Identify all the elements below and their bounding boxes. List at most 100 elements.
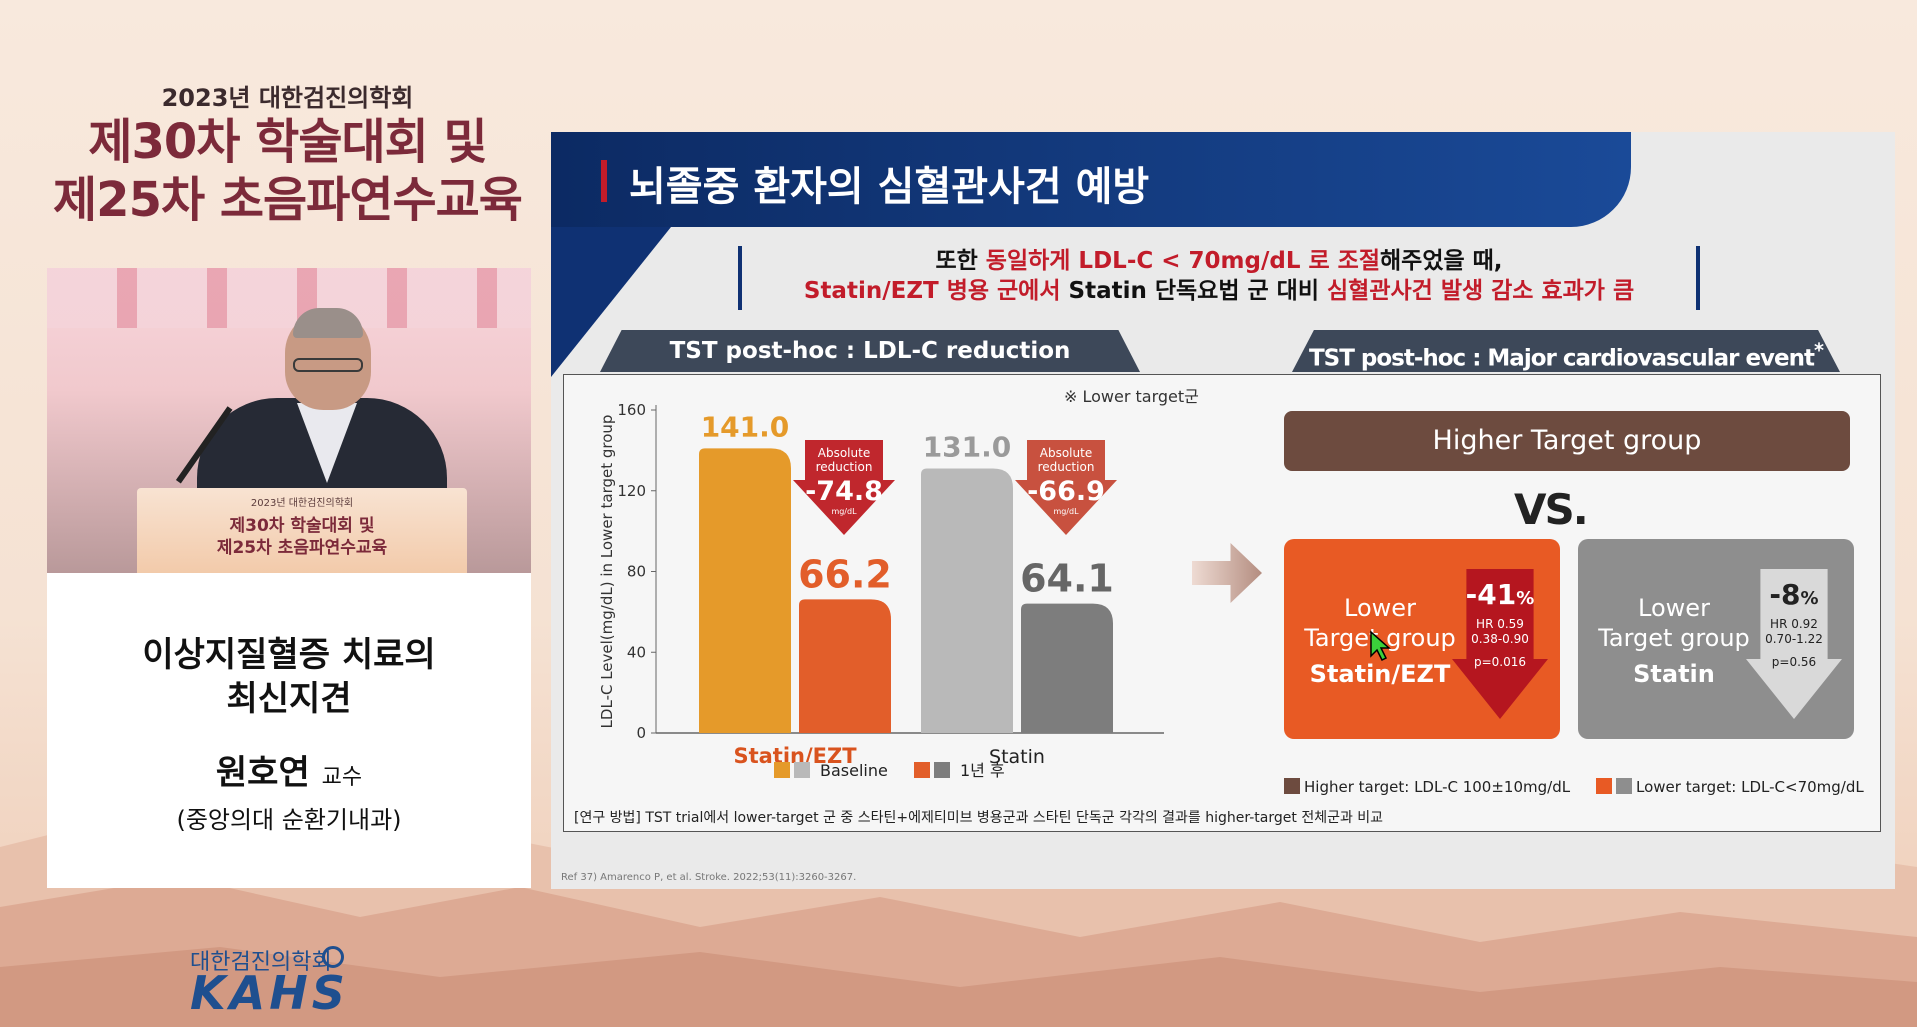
reduction-arrow-icon bbox=[793, 440, 895, 535]
slide-subtitle: 또한 동일하게 LDL-C < 70mg/dL 로 조절해주었을 때, Stat… bbox=[738, 246, 1700, 310]
y-tick-label: 120 bbox=[617, 482, 646, 500]
presentation-slide: 뇌졸중 환자의 심혈관사건 예방 또한 동일하게 LDL-C < 70mg/dL… bbox=[551, 132, 1895, 889]
lower-target-note: ※ Lower target군 bbox=[1064, 387, 1199, 406]
category-label: Statin bbox=[989, 746, 1045, 768]
title-marker bbox=[601, 160, 607, 202]
lectern bbox=[137, 488, 467, 573]
bar bbox=[921, 468, 1013, 733]
bar-value-label: 64.1 bbox=[1020, 557, 1114, 601]
tab-ldl-reduction: TST post-hoc : LDL-C reduction bbox=[600, 330, 1140, 372]
legend-swatch-lower-1 bbox=[1596, 778, 1612, 794]
speaker-name: 원호연 bbox=[215, 753, 310, 793]
logo-ring-icon bbox=[322, 946, 344, 968]
tab-mace: TST post-hoc : Major cardiovascular even… bbox=[1292, 330, 1840, 372]
group-statin: Lower Target group Statin -8% HR 0.92 0.… bbox=[1578, 539, 1854, 739]
subtitle-l2-b: Statin 단독요법 군 대비 bbox=[1060, 278, 1328, 304]
figure-panel: ※ Lower target군 0 40 80 120 160 LDL-C Level(m… bbox=[563, 374, 1881, 832]
group-pct: -41 bbox=[1465, 578, 1517, 611]
lectern-sign: 2023년 대한검진의학회 제30차 학술대회 및 제25차 초음파연수교육 bbox=[137, 493, 467, 559]
subtitle-l1-b: 동일하게 LDL-C < 70mg/dL 로 조절 bbox=[985, 248, 1380, 274]
legend-swatch bbox=[914, 762, 930, 778]
group-label-line2: Target group bbox=[1598, 624, 1750, 652]
lectern-line2: 제25차 초음파연수교육 bbox=[216, 538, 388, 558]
speaker-name-block: 원호연 교수 bbox=[47, 745, 531, 794]
higher-target-group-box: Higher Target group bbox=[1284, 411, 1850, 471]
logo-korean: 대한검진의학회 bbox=[190, 950, 332, 975]
group-p: p=0.56 bbox=[1771, 655, 1817, 669]
legend-swatch bbox=[794, 762, 810, 778]
group-drug: Statin bbox=[1633, 660, 1715, 688]
group-pct: -8 bbox=[1769, 578, 1801, 611]
bar-value-label: 66.2 bbox=[798, 552, 892, 596]
event-title-line1: 제30차 학술대회 및 bbox=[88, 114, 487, 170]
tab-mace-label: TST post-hoc : Major cardiovascular even… bbox=[1308, 345, 1815, 372]
lectern-line1: 제30차 학술대회 및 bbox=[229, 516, 375, 536]
reduction-value: -74.8 bbox=[805, 476, 883, 507]
event-title-block: 2023년 대한검진의학회 제30차 학술대회 및 제25차 초음파연수교육 bbox=[40, 78, 535, 229]
mouse-cursor-icon bbox=[1370, 630, 1391, 662]
group-statin-ezt: Lower Target group Statin/EZT -41% HR 0.… bbox=[1284, 539, 1560, 739]
stage-banner bbox=[47, 268, 531, 328]
event-year: 2023년 대한검진의학회 bbox=[161, 84, 414, 112]
group-label-line1: Lower bbox=[1638, 594, 1710, 622]
lectern-small: 2023년 대한검진의학회 bbox=[250, 498, 354, 509]
speaker-video: 2023년 대한검진의학회 제30차 학술대회 및 제25차 초음파연수교육 bbox=[47, 268, 531, 573]
bar bbox=[699, 448, 791, 733]
legend-swatch bbox=[934, 762, 950, 778]
reduction-unit: mg/dL bbox=[1053, 507, 1079, 516]
y-tick-label: 40 bbox=[627, 643, 646, 661]
subtitle-l2-c: 심혈관사건 발생 감소 효과가 큼 bbox=[1327, 278, 1635, 304]
speaker-hair bbox=[293, 308, 363, 338]
speaker-glasses bbox=[293, 358, 363, 372]
speaker-affiliation: (중앙의대 순환기내과) bbox=[176, 806, 402, 834]
group-hr: HR 0.59 bbox=[1476, 617, 1524, 631]
legend-higher: Higher target: LDL-C 100±10mg/dL bbox=[1284, 778, 1570, 796]
legend-lower: Lower target: LDL-C<70mg/dL bbox=[1596, 778, 1864, 796]
legend-swatch-higher bbox=[1284, 778, 1300, 794]
reduction-label: Absolute bbox=[1040, 446, 1092, 460]
reduction-value: -66.9 bbox=[1027, 476, 1105, 507]
slide-title-bar bbox=[551, 132, 1631, 227]
reduction-label: reduction bbox=[1038, 460, 1095, 474]
group-pct-unit: % bbox=[1800, 588, 1819, 609]
legend-higher-label: Higher target: LDL-C 100±10mg/dL bbox=[1304, 778, 1571, 796]
talk-title-line2: 최신지견 bbox=[226, 679, 352, 719]
talk-title: 이상지질혈증 치료의 최신지견 bbox=[47, 633, 531, 721]
group-stats: -41% HR 0.59 0.38-0.90 p=0.016 bbox=[1452, 577, 1548, 670]
tab-mace-sup: * bbox=[1814, 339, 1824, 362]
method-note: [연구 방법] TST trial에서 lower-target 군 중 스타틴… bbox=[574, 810, 1384, 826]
reduction-label: reduction bbox=[816, 460, 873, 474]
group-p: p=0.016 bbox=[1473, 655, 1527, 669]
legend-swatch bbox=[774, 762, 790, 778]
group-stats: -8% HR 0.92 0.70-1.22 p=0.56 bbox=[1746, 577, 1842, 670]
event-title-line2: 제25차 초음파연수교육 bbox=[53, 172, 523, 228]
group-pct-unit: % bbox=[1516, 588, 1535, 609]
reduction-label: Absolute bbox=[818, 446, 870, 460]
reduction-unit: mg/dL bbox=[831, 507, 857, 516]
bar-value-label: 141.0 bbox=[701, 410, 790, 443]
talk-title-line1: 이상지질혈증 치료의 bbox=[142, 635, 436, 675]
legend-swatch-lower-2 bbox=[1616, 778, 1632, 794]
reduction-arrow-icon bbox=[1015, 440, 1117, 535]
bar bbox=[1021, 603, 1113, 733]
group-ci: 0.70-1.22 bbox=[1765, 632, 1823, 646]
comparison-arrow bbox=[1192, 543, 1262, 603]
group-ci: 0.38-0.90 bbox=[1471, 632, 1529, 646]
subtitle-l1-a: 또한 bbox=[935, 248, 986, 274]
speaker-role: 교수 bbox=[321, 765, 363, 790]
vs-label: VS. bbox=[1514, 485, 1589, 534]
group-label-line1: Lower bbox=[1344, 594, 1416, 622]
group-label: Lower Target group Statin bbox=[1590, 593, 1758, 689]
kahs-logo: 대한검진의학회 KAHS bbox=[190, 940, 410, 1020]
group-drug: Statin/EZT bbox=[1309, 660, 1451, 688]
bar bbox=[799, 599, 891, 733]
subtitle-l2-a: Statin/EZT 병용 군에서 bbox=[803, 278, 1061, 304]
bar-value-label: 131.0 bbox=[923, 431, 1012, 464]
reference-note: Ref 37) Amarenco P, et al. Stroke. 2022;… bbox=[561, 872, 857, 883]
logo-english: KAHS bbox=[190, 966, 349, 1020]
y-tick-label: 160 bbox=[617, 401, 646, 419]
subtitle-l1-c: 해주었을 때, bbox=[1380, 248, 1503, 274]
legend-lower-label: Lower target: LDL-C<70mg/dL bbox=[1636, 778, 1864, 796]
group-hr: HR 0.92 bbox=[1770, 617, 1818, 631]
